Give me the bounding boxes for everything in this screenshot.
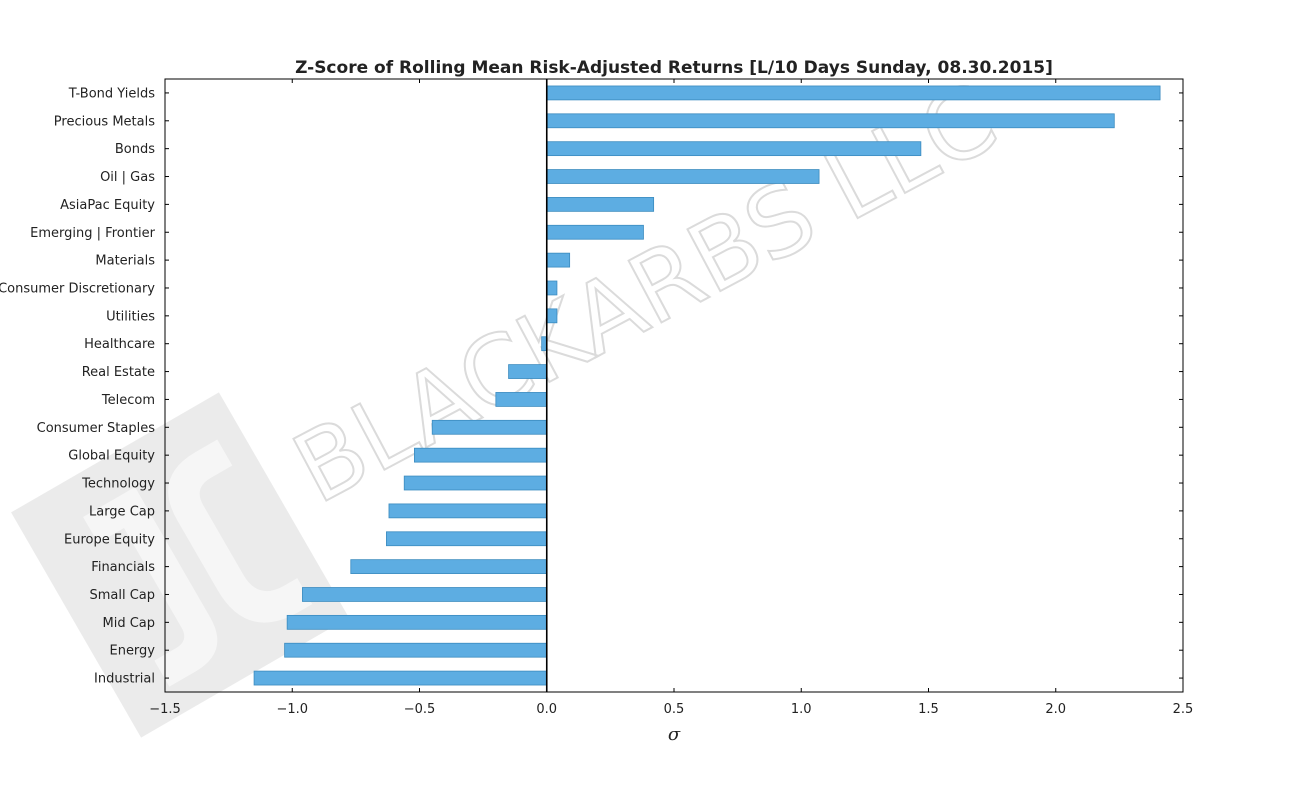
category-label: Small Cap bbox=[89, 588, 155, 603]
x-tick-label: −1.5 bbox=[149, 702, 181, 717]
chart-title: Z-Score of Rolling Mean Risk-Adjusted Re… bbox=[295, 58, 1053, 78]
x-tick-label: −0.5 bbox=[404, 702, 436, 717]
category-label: Consumer Staples bbox=[37, 421, 156, 436]
category-label: Healthcare bbox=[84, 337, 155, 352]
bar-small-cap bbox=[302, 587, 548, 602]
category-label: Real Estate bbox=[82, 365, 155, 380]
x-tick-label: −1.0 bbox=[276, 702, 308, 717]
category-label: Consumer Discretionary bbox=[0, 281, 155, 296]
category-label: Europe Equity bbox=[64, 532, 155, 547]
category-label: Mid Cap bbox=[102, 616, 155, 631]
bar-utilities bbox=[546, 308, 558, 324]
bar-real-estate bbox=[508, 364, 548, 379]
bar-large-cap bbox=[388, 503, 548, 519]
bar-energy bbox=[284, 642, 548, 658]
category-label: Telecom bbox=[101, 393, 155, 408]
bar-telecom bbox=[495, 392, 548, 407]
category-label: Precious Metals bbox=[54, 114, 155, 129]
x-tick-label: 2.5 bbox=[1173, 702, 1194, 717]
category-label: Oil | Gas bbox=[100, 170, 155, 185]
x-tick-label: 2.0 bbox=[1045, 702, 1066, 717]
x-tick-label: 0.5 bbox=[664, 702, 685, 717]
category-label: Emerging | Frontier bbox=[30, 226, 155, 241]
blackarbs-logo-icon bbox=[11, 392, 349, 738]
x-axis-label: σ bbox=[668, 724, 681, 745]
bars-layer bbox=[253, 85, 1161, 686]
bar-consumer-staples bbox=[431, 419, 548, 435]
x-tick-label: 1.5 bbox=[918, 702, 939, 717]
bar-financials bbox=[350, 559, 548, 574]
category-label: T-Bond Yields bbox=[68, 86, 155, 101]
bar-oil-gas bbox=[546, 169, 820, 184]
x-axis-ticks: −1.5 −1.0 −0.5 0.0 0.5 1.0 1.5 2.0 2.5 bbox=[149, 79, 1193, 717]
bar-technology bbox=[403, 475, 548, 491]
bar-asiapac-equity bbox=[546, 197, 655, 212]
bar-materials bbox=[546, 252, 571, 268]
category-label: Technology bbox=[81, 477, 155, 492]
bar-precious-metals bbox=[546, 113, 1115, 129]
bar-t-bond-yields bbox=[546, 85, 1161, 101]
bar-consumer-discretionary bbox=[546, 280, 558, 296]
bar-industrial bbox=[253, 670, 548, 686]
bar-global-equity bbox=[414, 447, 548, 463]
category-label: Global Equity bbox=[68, 449, 155, 464]
x-tick-label: 1.0 bbox=[791, 702, 812, 717]
category-labels: T-Bond Yields Precious Metals Bonds Oil | G… bbox=[0, 86, 1183, 687]
category-label: Utilities bbox=[106, 309, 155, 324]
bar-europe-equity bbox=[386, 531, 548, 547]
bar-emerging-frontier bbox=[546, 224, 644, 240]
category-label: Industrial bbox=[94, 672, 155, 687]
bar-bonds bbox=[546, 141, 922, 157]
category-label: Materials bbox=[95, 254, 155, 269]
category-label: Financials bbox=[91, 560, 155, 575]
watermark-text: BLACKARBS LLC bbox=[276, 62, 1014, 525]
category-label: Large Cap bbox=[89, 504, 155, 519]
plot-frame bbox=[164, 78, 1184, 693]
category-label: AsiaPac Equity bbox=[60, 198, 155, 213]
x-tick-label: 0.0 bbox=[536, 702, 557, 717]
category-label: Energy bbox=[109, 644, 155, 659]
bar-mid-cap bbox=[286, 614, 548, 630]
category-label: Bonds bbox=[115, 142, 155, 157]
